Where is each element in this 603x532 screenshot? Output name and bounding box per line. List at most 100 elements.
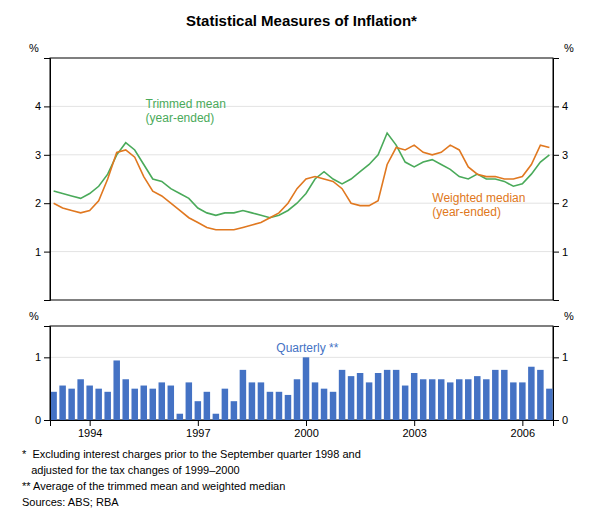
- x-axis-line: [51, 421, 554, 427]
- bar: [384, 370, 390, 420]
- tick-label: 4: [35, 100, 41, 112]
- tick: 0: [553, 414, 568, 426]
- bar: [303, 357, 309, 420]
- y2-axis: 1 2 3 4: [553, 59, 568, 301]
- tick-label: 2000: [294, 427, 318, 439]
- tick: 1: [553, 351, 568, 363]
- bar: [492, 370, 498, 420]
- tick-label: 1: [562, 351, 568, 363]
- marks: [50, 357, 552, 420]
- tick: 0: [35, 414, 50, 426]
- tick-mark: [522, 420, 523, 426]
- bar: [294, 379, 300, 420]
- bar: [131, 389, 137, 420]
- bar: [240, 370, 246, 420]
- tick-mark: [90, 420, 91, 426]
- chart-title: Statistical Measures of Inflation*: [186, 12, 417, 29]
- bar: [456, 379, 462, 420]
- tick-label: 2: [562, 197, 568, 209]
- bar: [204, 392, 210, 420]
- bar: [50, 392, 56, 420]
- bar: [68, 389, 74, 420]
- grid-line: [50, 251, 553, 252]
- tick-mark: [553, 203, 559, 204]
- tick: 2: [553, 197, 568, 209]
- bar: [474, 376, 480, 420]
- tick: 3: [553, 149, 568, 161]
- bar: [321, 389, 327, 420]
- bar: [420, 379, 426, 420]
- tick: 1: [553, 246, 568, 258]
- grid-line: [50, 154, 553, 155]
- bar: [465, 379, 471, 420]
- tick-label: 3: [562, 149, 568, 161]
- tick: 2000: [294, 420, 318, 439]
- tick-label: 1: [35, 246, 41, 258]
- tick-label: 0: [35, 414, 41, 426]
- grid: [50, 357, 553, 420]
- tick-label: 4: [562, 100, 568, 112]
- bar: [429, 379, 435, 420]
- bar: [528, 367, 534, 420]
- chart-container: Statistical Measures of Inflation* 1 2 3 4 1 2…: [0, 0, 603, 532]
- bar: [285, 395, 291, 420]
- y-axis-label: %: [29, 42, 39, 54]
- bar: [77, 379, 83, 420]
- bar: [213, 414, 219, 420]
- bar: [150, 389, 156, 420]
- bar: [141, 386, 147, 420]
- bar: [95, 389, 101, 420]
- bar: [519, 382, 525, 420]
- y2-axis-label: %: [564, 310, 574, 322]
- bar: [438, 379, 444, 420]
- bar: [258, 382, 264, 420]
- bar: [339, 370, 345, 420]
- tick: 2: [35, 197, 50, 209]
- series-label: Quarterly **: [276, 341, 338, 355]
- plot-frame: [50, 326, 553, 420]
- tick: 4: [35, 100, 50, 112]
- tick-mark: [44, 252, 50, 253]
- tick: 2006: [511, 420, 535, 439]
- tick-mark: [44, 203, 50, 204]
- grid-line: [50, 357, 553, 358]
- plot-frame: [50, 58, 553, 300]
- tick-mark: [553, 106, 559, 107]
- bar: [357, 373, 363, 420]
- y2-axis-label: %: [564, 42, 574, 54]
- bar: [104, 392, 110, 420]
- bar: [86, 386, 92, 420]
- x-axis: 19941997200020032006: [51, 420, 554, 439]
- tick-mark: [44, 357, 50, 358]
- bar: [402, 386, 408, 420]
- bar: [411, 373, 417, 420]
- tick-label: 2: [35, 197, 41, 209]
- y-axis-line: [44, 327, 51, 421]
- panel: 010119941997200020032006%%Quarterly **: [29, 310, 574, 439]
- y2-axis-line: [554, 59, 560, 301]
- tick-label: 2006: [511, 427, 535, 439]
- bar: [366, 382, 372, 420]
- tick-mark: [306, 420, 307, 426]
- y-axis: 1 2 3 4: [35, 59, 51, 301]
- tick-mark: [553, 357, 559, 358]
- bar: [231, 401, 237, 420]
- tick-label: 1: [35, 351, 41, 363]
- bar: [348, 376, 354, 420]
- tick: 3: [35, 149, 50, 161]
- tick-mark: [198, 420, 199, 426]
- tick-mark: [553, 252, 559, 253]
- tick-label: 3: [35, 149, 41, 161]
- bar: [177, 414, 183, 420]
- bar: [168, 386, 174, 420]
- tick-mark: [414, 420, 415, 426]
- bar: [330, 392, 336, 420]
- tick: 1997: [186, 420, 210, 439]
- footnote: ** Average of the trimmed mean and weigh…: [22, 480, 285, 492]
- chart-svg: Statistical Measures of Inflation* 1 2 3 4 1 2…: [0, 0, 603, 532]
- y2-axis-line: [554, 327, 560, 421]
- y-axis-label: %: [29, 310, 39, 322]
- tick: 2003: [402, 420, 426, 439]
- tick-label: 0: [562, 414, 568, 426]
- bar: [195, 401, 201, 420]
